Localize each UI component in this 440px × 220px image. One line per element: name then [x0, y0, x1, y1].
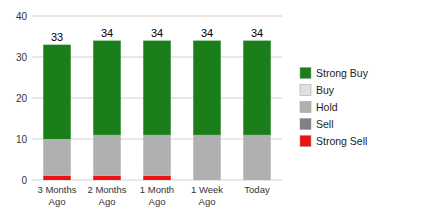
bar-segment	[43, 176, 71, 180]
legend-swatch	[300, 85, 311, 96]
bars	[43, 41, 271, 180]
legend: Strong Buy Buy Hold Sell Strong Sell	[300, 67, 369, 147]
x-tick-line: 3 Months	[37, 184, 76, 195]
bar-segment	[43, 139, 71, 176]
y-tick-label: 30	[16, 52, 28, 63]
total-label: 33	[51, 31, 63, 43]
legend-swatch	[300, 136, 311, 147]
bar-segment	[193, 41, 221, 135]
legend-label: Strong Sell	[316, 135, 367, 147]
bar-segment	[193, 135, 221, 180]
x-tick-label: 1 MonthAgo	[140, 184, 174, 207]
total-label: 34	[251, 27, 263, 39]
grid	[32, 16, 282, 180]
grid-line	[32, 16, 282, 17]
y-tick-label: 40	[16, 11, 28, 22]
x-tick-line: Today	[244, 184, 270, 195]
x-tick-line: 1 Week	[191, 184, 223, 195]
x-tick-line: 1 Month	[140, 184, 174, 195]
bar-segment	[143, 135, 171, 176]
bar-segment	[143, 176, 171, 180]
legend-swatch	[300, 68, 311, 79]
legend-swatch	[300, 102, 311, 113]
bar-segment	[93, 41, 121, 135]
y-tick-label: 20	[16, 93, 28, 104]
bar-segment	[143, 41, 171, 135]
y-tick-label: 0	[21, 175, 27, 186]
x-tick-line: Ago	[99, 196, 116, 207]
legend-label: Buy	[316, 84, 335, 96]
legend-label: Strong Buy	[316, 67, 369, 79]
total-label: 34	[201, 27, 213, 39]
x-tick-label: 1 WeekAgo	[191, 184, 223, 207]
bar-segment	[243, 41, 271, 135]
bar-segment	[243, 135, 271, 180]
y-tick-label: 10	[16, 134, 28, 145]
x-tick-line: Ago	[49, 196, 66, 207]
bar-segment	[93, 176, 121, 180]
chart-container: 01020304033343434343 MonthsAgo2 MonthsAg…	[0, 0, 440, 220]
chart-svg: 01020304033343434343 MonthsAgo2 MonthsAg…	[0, 0, 440, 220]
x-tick-label: Today	[244, 184, 270, 195]
x-tick-line: Ago	[199, 196, 216, 207]
x-tick-line: Ago	[149, 196, 166, 207]
bar-segment	[93, 135, 121, 176]
x-tick-label: 3 MonthsAgo	[37, 184, 76, 207]
total-label: 34	[101, 27, 113, 39]
legend-label: Sell	[316, 118, 334, 130]
legend-label: Hold	[316, 101, 338, 113]
x-tick-label: 2 MonthsAgo	[87, 184, 126, 207]
total-label: 34	[151, 27, 163, 39]
legend-swatch	[300, 119, 311, 130]
x-tick-line: 2 Months	[87, 184, 126, 195]
bar-segment	[43, 45, 71, 139]
